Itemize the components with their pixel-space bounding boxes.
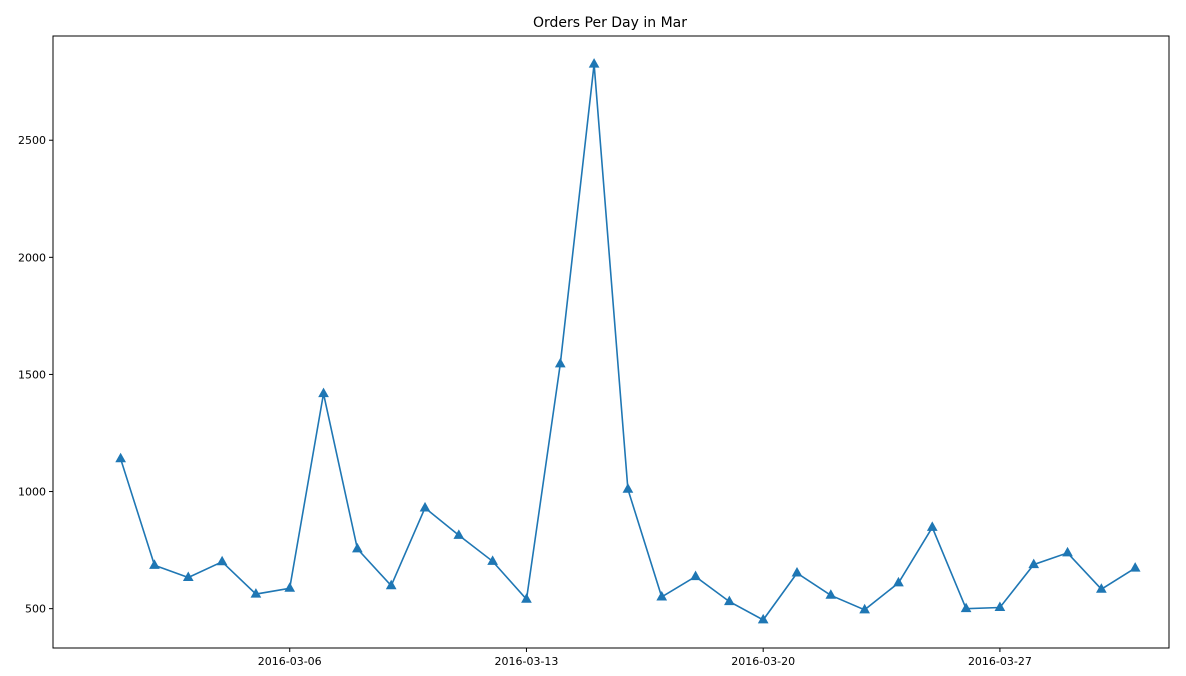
data-point-marker: 2016-03-21: 652 (791, 567, 803, 577)
data-point-marker: 2016-03-17: 550 (656, 590, 668, 601)
y-axis: 500 1000 1500 2000 2500 (18, 134, 53, 616)
data-point-marker: 2016-03-15: 2825 (588, 58, 600, 68)
y-tick-label: 1500 (18, 368, 46, 381)
y-tick-label: 500 (25, 603, 46, 616)
data-point-marker: 2016-03-14: 1545 (554, 357, 566, 368)
data-point-marker: 2016-03-03: 633 (182, 571, 194, 582)
data-point-marker: 2016-03-18: 637 (690, 570, 701, 581)
data-point-marker: 2016-03-26: 500 (960, 602, 972, 613)
y-tick-label: 1000 (18, 486, 46, 499)
x-tick-label: 2016-03-20 (731, 655, 795, 668)
data-point-marker: 2016-03-06: 587 (284, 582, 296, 592)
y-tick-label: 2500 (18, 134, 46, 147)
data-point-marker: 2016-03-22: 557 (825, 589, 837, 599)
data-point-marker: 2016-03-28: 688 (1028, 558, 1040, 569)
data-point-marker: 2016-03-24: 610 (893, 576, 904, 587)
chart-title: Orders Per Day in Mar (533, 15, 687, 31)
data-point-marker: 2016-03-12: 702 (487, 555, 498, 565)
data-point-marker: 2016-03-11: 813 (453, 529, 465, 539)
data-point-marker: 2016-03-16: 1010 (622, 483, 634, 493)
data-point-marker: 2016-03-30: 583 (1096, 583, 1107, 593)
data-point-marker: 2016-03-10: 930 (419, 501, 431, 512)
x-axis: 2016-03-06 2016-03-13 2016-03-20 2016-03-27 (258, 648, 1032, 668)
series-line (119, 64, 1136, 621)
data-point-marker: 2016-03-29: 738 (1062, 546, 1073, 557)
data-point-marker: 2016-03-08: 755 (352, 542, 363, 553)
data-point-marker: 2016-03-04: 700 (216, 555, 228, 566)
data-point-marker: 2016-03-27: 505 (994, 601, 1006, 611)
x-tick-label: 2016-03-27 (968, 655, 1032, 668)
data-point-marker: 2016-03-20: 452 (757, 613, 769, 624)
x-tick-label: 2016-03-13 (494, 655, 558, 668)
series-markers: 2016-03-01: 1140 2016-03-02: 685 2016-03-0… (115, 58, 1141, 624)
data-point-marker: 2016-03-01: 1140 (115, 452, 126, 463)
data-point-marker: 2016-03-05: 562 (250, 588, 262, 598)
data-point-marker: 2016-03-23: 495 (859, 603, 870, 614)
data-point-marker: 2016-03-31: 673 (1129, 562, 1141, 572)
data-point-marker: 2016-03-02: 685 (149, 559, 160, 569)
x-tick-label: 2016-03-06 (258, 655, 322, 668)
y-tick-label: 2000 (18, 251, 46, 264)
data-point-marker: 2016-03-13: 540 (521, 593, 532, 603)
data-point-marker: 2016-03-25: 847 (926, 521, 938, 531)
data-point-marker: 2016-03-07: 1418 (318, 387, 329, 398)
data-point-marker: 2016-03-19: 530 (724, 595, 735, 606)
data-point-marker: 2016-03-09: 598 (385, 579, 397, 590)
plot-area-frame (52, 35, 1170, 649)
